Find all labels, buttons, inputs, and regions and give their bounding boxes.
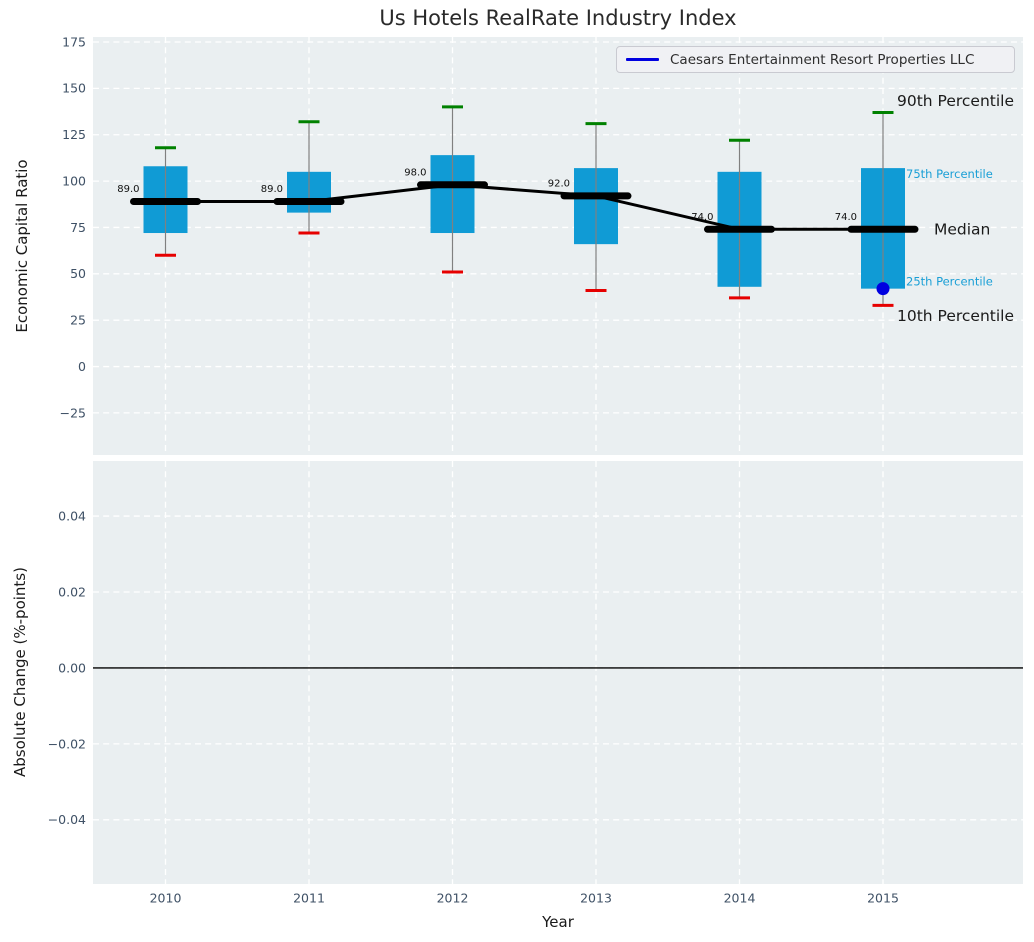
legend-line-sample <box>626 58 659 61</box>
bottom-y-tick-label: 0.04 <box>58 508 86 523</box>
top-y-tick-label: 100 <box>62 173 86 188</box>
bottom-plot-area <box>93 461 1023 884</box>
chart-title: Us Hotels RealRate Industry Index <box>379 6 737 30</box>
company-point <box>876 282 890 296</box>
bottom-y-tick-label: 0.00 <box>58 660 86 675</box>
median-value-label: 89.0 <box>117 184 139 195</box>
x-tick-label: 2011 <box>293 890 325 905</box>
top-y-axis-label: Economic Capital Ratio <box>13 159 31 333</box>
x-tick-label: 2010 <box>150 890 182 905</box>
median-value-label: 98.0 <box>404 167 426 178</box>
top-y-tick-label: 25 <box>70 313 86 328</box>
top-y-tick-label: 50 <box>70 266 86 281</box>
top-y-tick-label: 175 <box>62 34 86 49</box>
annotation-75th-percentile: 75th Percentile <box>906 167 993 181</box>
bottom-y-tick-label: 0.02 <box>58 584 86 599</box>
x-tick-label: 2015 <box>867 890 899 905</box>
median-value-label: 74.0 <box>835 212 857 223</box>
top-y-tick-label: 125 <box>62 127 86 142</box>
bottom-y-axis-label: Absolute Change (%-points) <box>11 567 29 777</box>
legend: Caesars Entertainment Resort Properties … <box>616 46 1015 73</box>
annotation-10th-percentile: 10th Percentile <box>897 307 1014 325</box>
top-y-tick-label: −25 <box>60 405 86 420</box>
annotation-25th-percentile: 25th Percentile <box>906 275 993 289</box>
median-value-label: 74.0 <box>691 212 713 223</box>
x-axis-label: Year <box>542 913 574 931</box>
top-y-tick-label: 0 <box>78 359 86 374</box>
x-tick-label: 2012 <box>437 890 469 905</box>
x-tick-label: 2013 <box>580 890 612 905</box>
bottom-y-tick-label: −0.04 <box>48 812 86 827</box>
annotation-90th-percentile: 90th Percentile <box>897 92 1014 110</box>
x-tick-label: 2014 <box>724 890 756 905</box>
median-value-label: 92.0 <box>548 178 570 189</box>
legend-label: Caesars Entertainment Resort Properties … <box>670 51 975 68</box>
top-y-tick-label: 150 <box>62 81 86 96</box>
top-y-tick-label: 75 <box>70 220 86 235</box>
median-value-label: 89.0 <box>261 184 283 195</box>
bottom-y-tick-label: −0.02 <box>48 736 86 751</box>
annotation-median: Median <box>934 221 990 239</box>
